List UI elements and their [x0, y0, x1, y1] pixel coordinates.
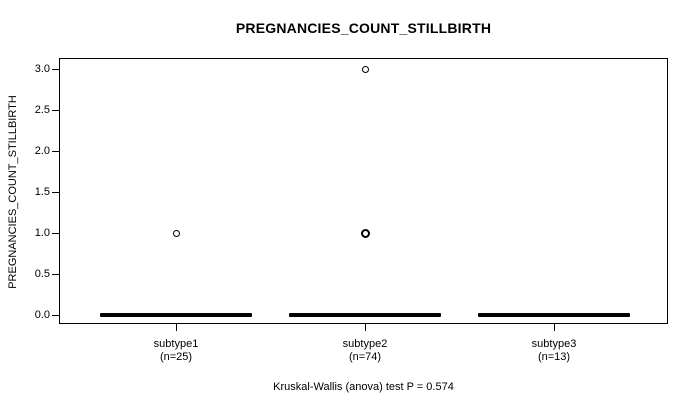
group-label: subtype2 (n=74) — [295, 338, 435, 364]
group-count: (n=25) — [159, 351, 193, 363]
y-tick-mark — [52, 273, 59, 275]
y-tick-label: 0.0 — [34, 308, 50, 321]
group-name: subtype1 — [153, 338, 199, 350]
group-count: (n=13) — [537, 351, 571, 363]
y-tick-mark — [52, 150, 59, 152]
y-tick-mark — [52, 68, 59, 70]
x-tick-mark — [365, 324, 366, 331]
group-label: subtype3 (n=13) — [484, 338, 624, 364]
outlier-point — [360, 228, 370, 238]
y-tick-mark — [52, 232, 59, 234]
y-tick-label: 1.0 — [34, 226, 50, 239]
group-name: subtype2 — [342, 338, 388, 350]
box-median-bar — [100, 313, 252, 317]
y-tick-label: 3.0 — [34, 62, 50, 75]
stat-test-caption: Kruskal-Wallis (anova) test P = 0.574 — [273, 381, 454, 393]
outlier-point — [361, 65, 369, 73]
x-tick-mark — [554, 324, 555, 331]
chart-title: PREGNANCIES_COUNT_STILLBIRTH — [235, 20, 492, 36]
y-tick-label: 0.5 — [34, 267, 50, 280]
box-median-bar — [289, 313, 441, 317]
y-tick-mark — [52, 314, 59, 316]
group-name: subtype3 — [531, 338, 577, 350]
outlier-point — [172, 229, 180, 237]
y-tick-label: 1.5 — [34, 185, 50, 198]
box-median-bar — [478, 313, 630, 317]
x-tick-mark — [176, 324, 177, 331]
group-label: subtype1 (n=25) — [106, 338, 246, 364]
plot-area — [59, 58, 668, 324]
y-tick-label: 2.5 — [34, 103, 50, 116]
y-tick-mark — [52, 191, 59, 193]
group-count: (n=74) — [348, 351, 382, 363]
y-tick-label: 2.0 — [34, 144, 50, 157]
y-tick-mark — [52, 109, 59, 111]
